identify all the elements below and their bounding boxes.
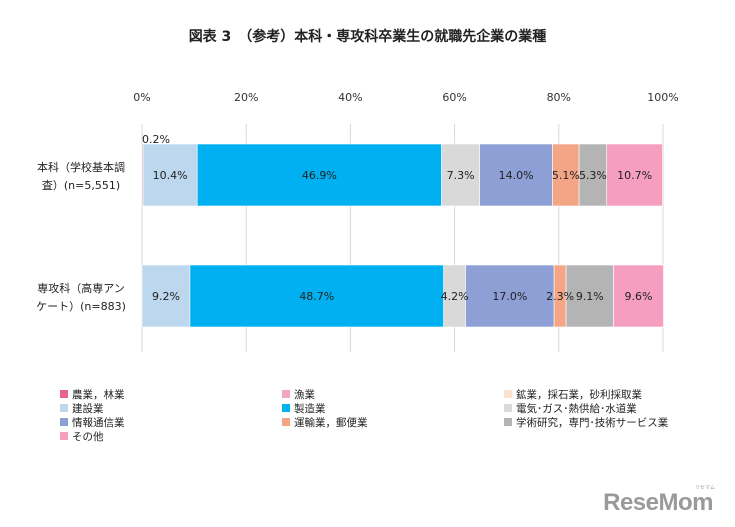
legend-swatch	[504, 390, 512, 398]
legend-label: 製造業	[294, 402, 326, 415]
category-label: 専攻科（高専アン	[37, 281, 125, 295]
data-label: 4.2%	[441, 290, 469, 303]
legend-swatch	[282, 418, 290, 426]
legend-swatch	[60, 404, 68, 412]
x-tick-label: 40%	[338, 91, 362, 104]
data-label: 7.3%	[447, 169, 475, 182]
bar-segment	[196, 143, 442, 207]
category-label: 査）(n=5,551)	[42, 178, 120, 192]
legend-item: 農業，林業	[60, 387, 282, 401]
legend-swatch	[60, 418, 68, 426]
legend-item: 運輸業，郵便業	[282, 415, 504, 429]
logo-kana: リセマム	[694, 485, 715, 491]
bar-segment	[189, 264, 444, 328]
legend-item: その他	[60, 429, 282, 443]
legend: 農業，林業 漁業 鉱業，採石業，砂利採取業建設業 製造業 電気･ガス･熱供給･水道業情報…	[60, 387, 700, 443]
legend-label: その他	[72, 430, 104, 443]
bar-segment	[613, 264, 664, 328]
data-label: 2.3%	[546, 290, 574, 303]
bar-segment	[479, 143, 553, 207]
legend-label: 電気･ガス･熱供給･水道業	[516, 402, 637, 415]
bar-segment	[142, 143, 198, 207]
legend-item: 情報通信業	[60, 415, 282, 429]
data-label: 5.1%	[552, 169, 580, 182]
legend-swatch	[504, 404, 512, 412]
data-label: 14.0%	[499, 169, 534, 182]
legend-label: 情報通信業	[72, 416, 125, 429]
data-label: 9.2%	[152, 290, 180, 303]
legend-swatch	[282, 404, 290, 412]
chart-title: 図表 3 （参考）本科・専攻科卒業生の就職先企業の業種	[188, 29, 547, 45]
category-label: ケート）(n=883)	[36, 300, 126, 313]
data-label: 46.9%	[302, 169, 337, 182]
legend-label: 漁業	[294, 388, 315, 401]
x-tick-label: 60%	[442, 91, 466, 104]
legend-item: 漁業	[282, 387, 504, 401]
x-tick-label: 100%	[647, 91, 678, 104]
bar-segment	[141, 264, 191, 328]
data-label: 10.7%	[617, 169, 652, 182]
legend-swatch	[504, 418, 512, 426]
legend-item: 製造業	[282, 401, 504, 415]
data-label: 5.3%	[579, 169, 607, 182]
legend-swatch	[282, 390, 290, 398]
x-tick-label: 80%	[547, 91, 571, 104]
legend-swatch	[60, 390, 68, 398]
legend-item: 学術研究，専門･技術サービス業	[504, 415, 704, 429]
bar-segments	[141, 143, 664, 328]
data-label: 9.6%	[625, 290, 653, 303]
category-label: 本科（学校基本調	[37, 160, 125, 174]
bar-segment	[465, 264, 555, 328]
data-labels: 0.2% 10.4% 46.9% 7.3% 14.0% 5.1% 5.3% 10.7% 9.2%…	[142, 133, 652, 303]
legend-swatch	[60, 432, 68, 440]
data-label: 17.0%	[492, 290, 527, 303]
legend-item: 鉱業，採石業，砂利採取業	[504, 387, 704, 401]
stacked-bar-chart: 0% 20% 40% 60% 80% 100% 0.2% 10.4% 46.9% 7.3% 14.…	[36, 91, 679, 352]
legend-item: 建設業	[60, 401, 282, 415]
legend-label: 鉱業，採石業，砂利採取業	[516, 388, 642, 401]
x-tick-label: 0%	[133, 91, 150, 104]
bar-segment	[441, 143, 480, 207]
x-axis-tick-labels: 0% 20% 40% 60% 80% 100%	[133, 91, 678, 104]
legend-label: 農業，林業	[72, 388, 125, 401]
data-label: 48.7%	[299, 290, 334, 303]
legend-item: 電気･ガス･熱供給･水道業	[504, 401, 704, 415]
data-label: 10.4%	[153, 169, 188, 182]
data-label: 0.2%	[142, 133, 170, 146]
bar-segment	[606, 143, 663, 207]
bar-segment	[565, 264, 614, 328]
data-label: 9.1%	[576, 290, 604, 303]
legend-label: 運輸業，郵便業	[294, 416, 368, 429]
resemom-logo: ReseMom	[603, 489, 713, 516]
legend-label: 建設業	[72, 402, 104, 415]
bar-segment	[552, 143, 580, 207]
legend-label: 学術研究，専門･技術サービス業	[516, 416, 669, 429]
x-tick-label: 20%	[234, 91, 258, 104]
